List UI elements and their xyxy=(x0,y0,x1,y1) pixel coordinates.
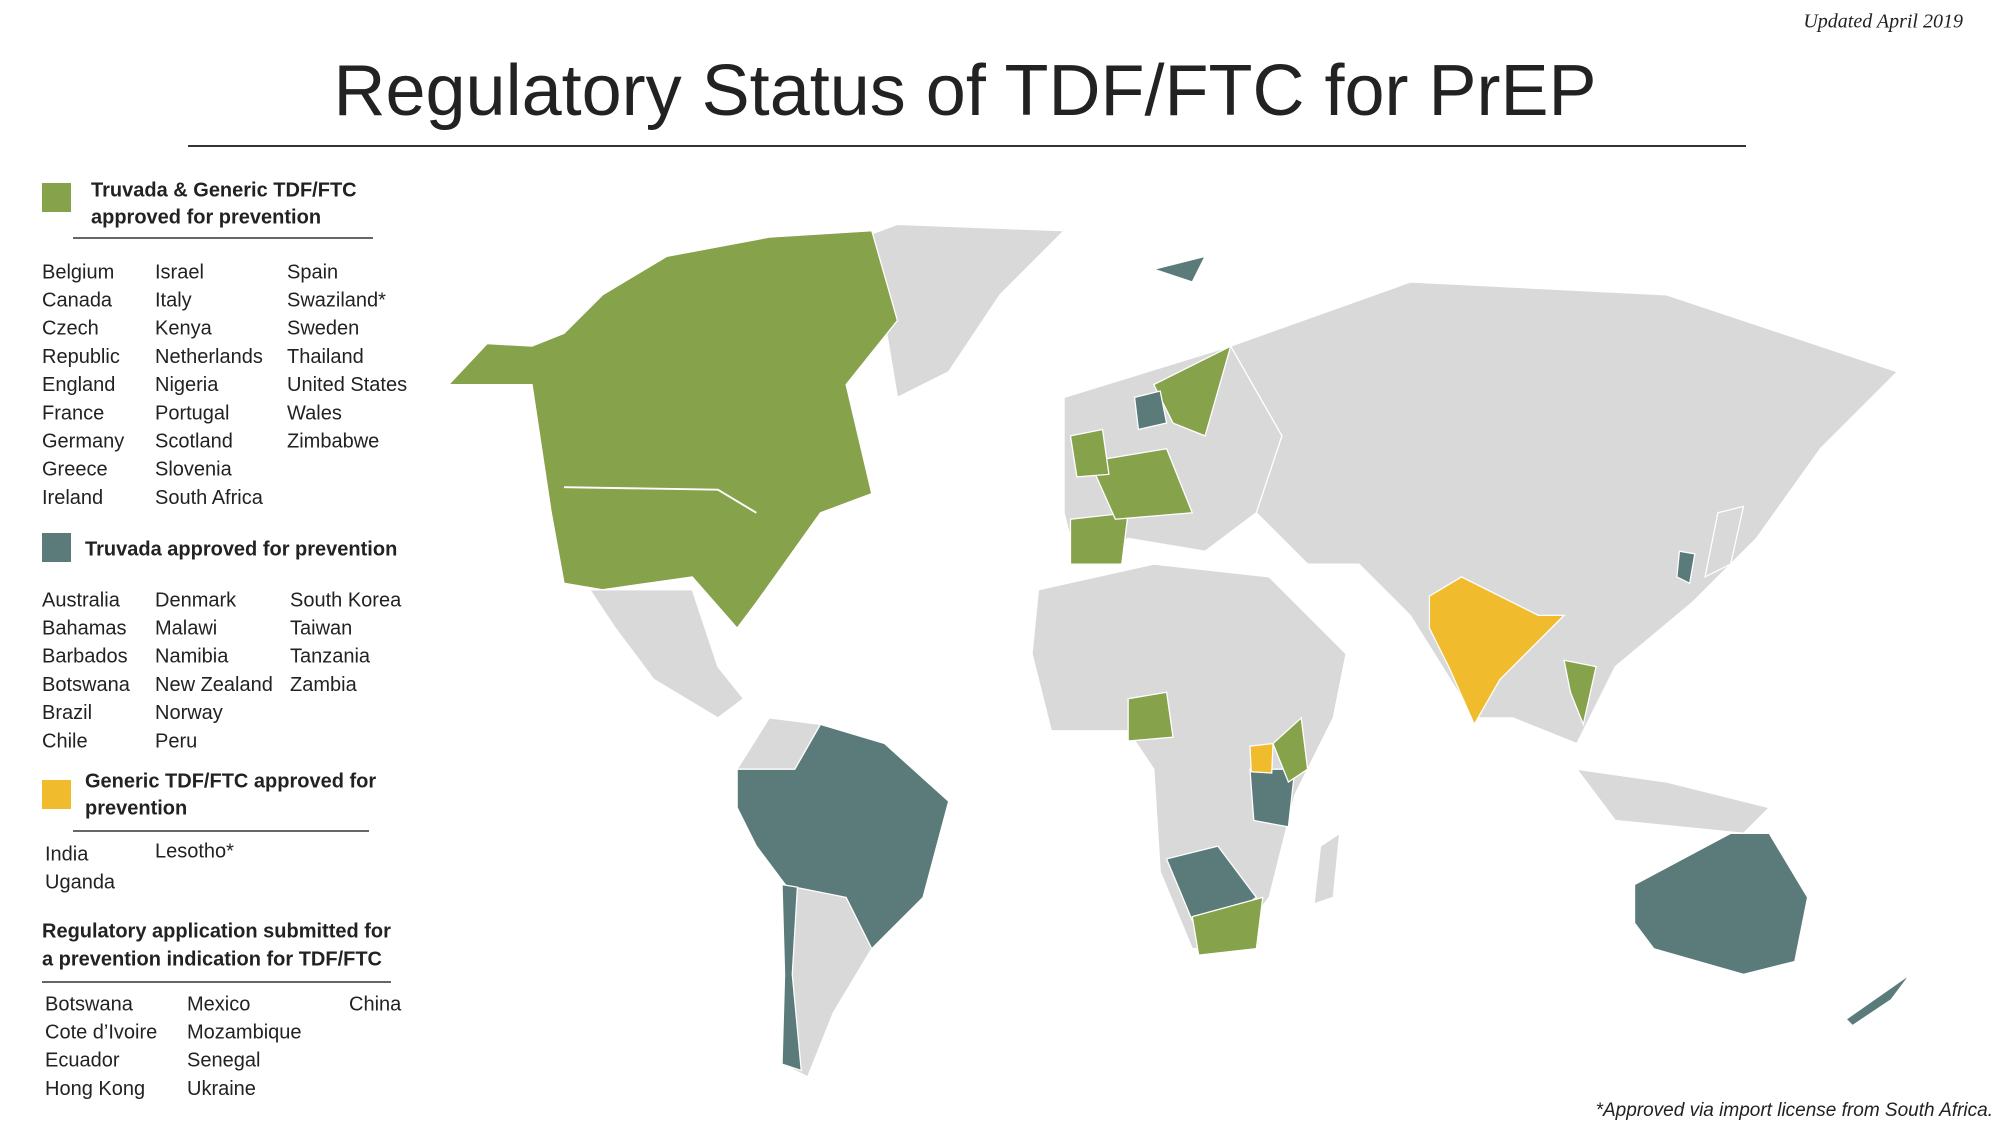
country-name: Senegal xyxy=(187,1050,260,1072)
country-name: Spain xyxy=(287,261,338,283)
country-name: Thailand xyxy=(287,346,364,368)
legend-heading: Truvada approved for prevention xyxy=(85,538,397,560)
country-name: Mexico xyxy=(187,993,250,1015)
country xyxy=(1313,832,1341,905)
legend-heading: Regulatory application submitted for xyxy=(42,920,391,942)
country-name: Uganda xyxy=(45,871,116,893)
country xyxy=(1069,512,1129,565)
country xyxy=(588,589,745,719)
country xyxy=(1272,716,1309,783)
country-name: Malawi xyxy=(155,617,217,639)
legend-heading: prevention xyxy=(85,797,187,819)
country-name: China xyxy=(349,993,402,1015)
country-name: New Zealand xyxy=(155,674,273,696)
country-name: Hong Kong xyxy=(45,1078,145,1100)
country-name: Greece xyxy=(42,459,108,481)
country xyxy=(1127,691,1174,742)
country-name: Bahamas xyxy=(42,617,127,639)
country xyxy=(1229,281,1899,745)
country-name: Cote d’Ivoire xyxy=(45,1021,157,1043)
border xyxy=(564,486,757,514)
country-name: Italy xyxy=(155,289,192,311)
country-name: Zambia xyxy=(290,674,358,696)
country-name: Chile xyxy=(42,730,88,752)
country-name: Slovenia xyxy=(155,459,233,481)
country xyxy=(1633,832,1809,975)
legend-heading: Truvada & Generic TDF/FTC xyxy=(91,179,357,201)
country-name: Republic xyxy=(42,346,120,368)
country-name: Zimbabwe xyxy=(287,430,379,452)
country-name: Swaziland* xyxy=(287,289,386,311)
country-name: Botswana xyxy=(42,674,131,696)
world-map xyxy=(447,223,1911,1078)
country xyxy=(1249,768,1296,828)
country xyxy=(447,230,899,630)
legend-heading: Generic TDF/FTC approved for xyxy=(85,770,376,792)
country-name: South Africa xyxy=(155,487,264,509)
slide-title: Regulatory Status of TDF/FTC for PrEP xyxy=(333,51,1596,131)
country-name: Belgium xyxy=(42,261,114,283)
country xyxy=(1088,447,1194,520)
country-name: Ecuador xyxy=(45,1050,120,1072)
country xyxy=(736,723,950,950)
country xyxy=(1133,390,1168,431)
country xyxy=(1152,344,1232,437)
country-name: Wales xyxy=(287,402,342,424)
country-name: Norway xyxy=(155,702,223,724)
country-name: Botswana xyxy=(45,993,134,1015)
country-name: India xyxy=(45,843,89,865)
country-name: Ukraine xyxy=(187,1078,256,1100)
country-name: Israel xyxy=(155,261,204,283)
country-name: Tanzania xyxy=(290,646,371,668)
country-name: Taiwan xyxy=(290,617,352,639)
country-name: Barbados xyxy=(42,646,128,668)
country-name: Czech xyxy=(42,318,99,340)
legend-heading: approved for prevention xyxy=(91,206,321,228)
country xyxy=(1428,576,1566,726)
country-name: Kenya xyxy=(155,318,213,340)
country-name: England xyxy=(42,374,115,396)
country-name: Australia xyxy=(42,589,121,611)
country-name: France xyxy=(42,402,104,424)
country xyxy=(1845,973,1911,1027)
country-name: Canada xyxy=(42,289,113,311)
country-name: Denmark xyxy=(155,589,237,611)
country-name: United States xyxy=(287,374,407,396)
updated-note: Updated April 2019 xyxy=(1803,11,1963,33)
country-name: Portugal xyxy=(155,402,230,424)
country-name: Peru xyxy=(155,730,197,752)
country-name: Brazil xyxy=(42,702,92,724)
country xyxy=(1191,896,1264,956)
country-name: Sweden xyxy=(287,318,359,340)
country-name: Ireland xyxy=(42,487,103,509)
legend-heading: a prevention indication for TDF/FTC xyxy=(42,948,382,970)
footnote: *Approved via import license from South … xyxy=(1596,1100,1993,1121)
country xyxy=(1575,768,1771,834)
country xyxy=(781,883,802,1072)
country-name: Scotland xyxy=(155,430,233,452)
country xyxy=(1249,742,1274,774)
legend-swatch xyxy=(42,533,71,562)
legend-swatch xyxy=(42,780,71,809)
country xyxy=(1676,550,1696,585)
country-name: Mozambique xyxy=(187,1021,302,1043)
country-name: Namibia xyxy=(155,646,229,668)
legend-swatch xyxy=(42,183,71,212)
country-name: South Korea xyxy=(290,589,402,611)
country xyxy=(1704,505,1745,579)
country xyxy=(1151,255,1207,283)
country-name: Netherlands xyxy=(155,346,263,368)
country-name: Germany xyxy=(42,430,124,452)
country-name: Lesotho* xyxy=(155,840,234,862)
country-name: Nigeria xyxy=(155,374,219,396)
country xyxy=(1563,659,1597,727)
country xyxy=(1069,428,1110,478)
